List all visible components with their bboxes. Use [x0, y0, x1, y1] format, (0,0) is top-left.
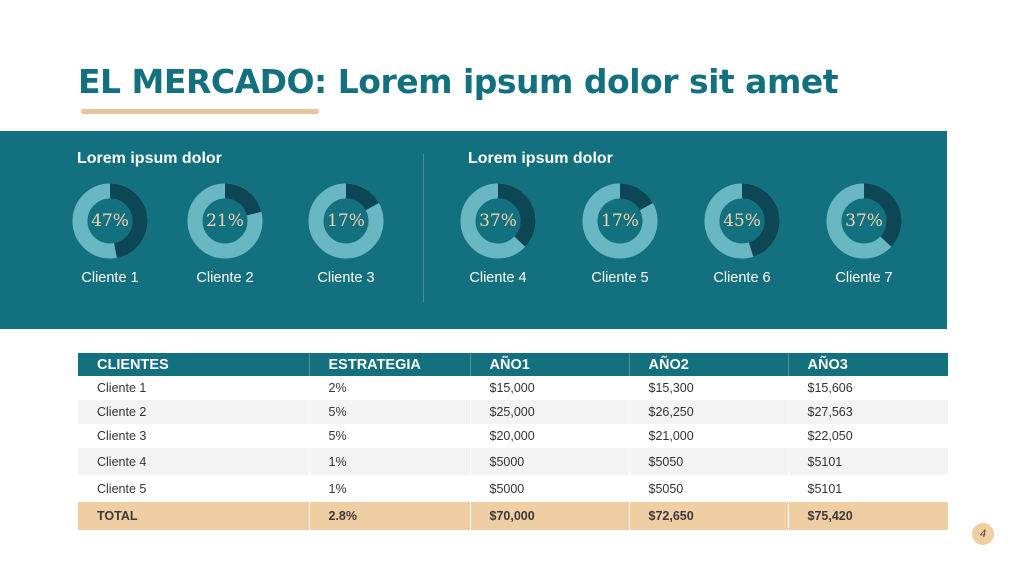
- cell-strategy: 5%: [309, 400, 471, 424]
- slide-title: EL MERCADO: Lorem ipsum dolor sit amet: [78, 62, 838, 101]
- donut-chart: 17%: [582, 183, 658, 259]
- donut-value-label: 45%: [723, 211, 761, 231]
- cell-year1: $20,000: [470, 424, 630, 448]
- clients-table: CLIENTES ESTRATEGIA AÑO1 AÑO2 AÑO3 Clien…: [78, 353, 949, 530]
- donut-segment: [308, 183, 384, 259]
- header-ano1: AÑO1: [470, 353, 630, 376]
- donut-svg: [72, 183, 148, 259]
- table-row: Cliente 3 5% $20,000 $21,000 $22,050: [78, 424, 949, 448]
- cell-year1: $15,000: [470, 376, 630, 400]
- donut-category-label: Cliente 4: [469, 270, 527, 286]
- cell-client: Cliente 2: [78, 400, 310, 424]
- header-clientes: CLIENTES: [78, 353, 310, 376]
- donut-svg: [308, 183, 384, 259]
- cell-year3: $15,606: [788, 376, 949, 400]
- cell-year3: $27,563: [788, 400, 949, 424]
- donut-value-label: 17%: [601, 211, 639, 231]
- donut-segment: [187, 183, 263, 259]
- donut-svg: [826, 183, 902, 259]
- cell-year2: $5050: [629, 448, 789, 475]
- donut-value-label: 37%: [479, 211, 517, 231]
- donut-segment: [72, 183, 148, 259]
- donut-segment: [704, 183, 780, 259]
- table-row: Cliente 4 1% $5000 $5050 $5101: [78, 448, 949, 475]
- donut-category-label: Cliente 6: [713, 270, 771, 286]
- cell-strategy: 2%: [309, 376, 471, 400]
- donut-chart: 17%: [308, 183, 384, 259]
- cell-client: Cliente 3: [78, 424, 310, 448]
- donut-category-label: Cliente 2: [196, 270, 254, 286]
- donut-category-label: Cliente 5: [591, 270, 649, 286]
- table-total-row: TOTAL 2.8% $70,000 $72,650 $75,420: [78, 502, 949, 530]
- cell-year2: $15,300: [629, 376, 789, 400]
- donut-segment: [460, 183, 536, 259]
- band-divider: [423, 154, 424, 302]
- donut-chart: 37%: [826, 183, 902, 259]
- donut-chart: 37%: [460, 183, 536, 259]
- donut-chart: 21%: [187, 183, 263, 259]
- cell-client: Cliente 1: [78, 376, 310, 400]
- donut-segment: [826, 183, 902, 259]
- table-row: Cliente 1 2% $15,000 $15,300 $15,606: [78, 376, 949, 400]
- table-row: Cliente 2 5% $25,000 $26,250 $27,563: [78, 400, 949, 424]
- donut-value-label: 21%: [206, 211, 244, 231]
- donut-value-label: 47%: [91, 211, 129, 231]
- cell-strategy: 5%: [309, 424, 471, 448]
- cell-total-label: TOTAL: [78, 502, 310, 530]
- donut-svg: [187, 183, 263, 259]
- donut-chart: 45%: [704, 183, 780, 259]
- group-label-right: Lorem ipsum dolor: [468, 150, 613, 167]
- cell-year2: $21,000: [629, 424, 789, 448]
- cell-year3: $5101: [788, 475, 949, 502]
- donut-svg: [460, 183, 536, 259]
- cell-total-strategy: 2.8%: [309, 502, 471, 530]
- cell-year1: $5000: [470, 448, 630, 475]
- cell-total-year3: $75,420: [788, 502, 949, 530]
- cell-strategy: 1%: [309, 448, 471, 475]
- cell-year3: $5101: [788, 448, 949, 475]
- group-label-left: Lorem ipsum dolor: [77, 150, 222, 167]
- page-number-badge: 4: [972, 523, 994, 545]
- donut-category-label: Cliente 7: [835, 270, 893, 286]
- cell-year3: $22,050: [788, 424, 949, 448]
- header-estrategia: ESTRATEGIA: [309, 353, 471, 376]
- title-underline: [81, 109, 319, 114]
- cell-year2: $26,250: [629, 400, 789, 424]
- donut-chart: 47%: [72, 183, 148, 259]
- table-row: Cliente 5 1% $5000 $5050 $5101: [78, 475, 949, 502]
- donut-svg: [704, 183, 780, 259]
- cell-strategy: 1%: [309, 475, 471, 502]
- donut-value-label: 17%: [327, 211, 365, 231]
- cell-total-year2: $72,650: [629, 502, 789, 530]
- cell-client: Cliente 5: [78, 475, 310, 502]
- cell-year2: $5050: [629, 475, 789, 502]
- donut-segment: [582, 183, 658, 259]
- donut-category-label: Cliente 3: [317, 270, 375, 286]
- cell-client: Cliente 4: [78, 448, 310, 475]
- table-header-row: CLIENTES ESTRATEGIA AÑO1 AÑO2 AÑO3: [78, 353, 949, 376]
- cell-total-year1: $70,000: [470, 502, 630, 530]
- donut-value-label: 37%: [845, 211, 883, 231]
- header-ano3: AÑO3: [788, 353, 949, 376]
- donut-svg: [582, 183, 658, 259]
- cell-year1: $5000: [470, 475, 630, 502]
- cell-year1: $25,000: [470, 400, 630, 424]
- donut-category-label: Cliente 1: [81, 270, 139, 286]
- header-ano2: AÑO2: [629, 353, 789, 376]
